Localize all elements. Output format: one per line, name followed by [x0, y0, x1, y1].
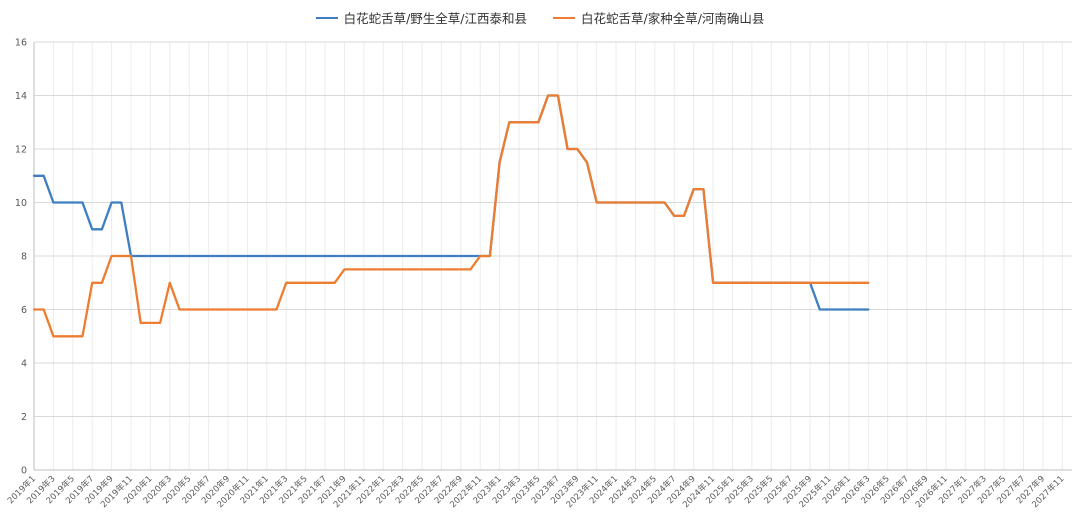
chart-legend: 白花蛇舌草/野生全草/江西泰和县 白花蛇舌草/家种全草/河南确山县 [0, 8, 1080, 27]
y-tick-label: 0 [21, 466, 27, 477]
y-tick-label: 6 [21, 305, 27, 316]
legend-item-wild: 白花蛇舌草/野生全草/江西泰和县 [315, 8, 527, 27]
y-tick-label: 12 [15, 145, 27, 156]
legend-swatch-line [553, 16, 575, 19]
y-tick-label: 8 [21, 252, 27, 263]
series-lines [32, 94, 870, 338]
y-axis-tick-labels: 0 2 4 6 8 10 12 14 16 [15, 38, 27, 477]
legend-label: 白花蛇舌草/家种全草/河南确山县 [581, 11, 765, 26]
series-line-1 [32, 94, 870, 338]
legend-swatch-line [315, 16, 338, 19]
legend-item-cultivated: 白花蛇舌草/家种全草/河南确山县 [553, 8, 764, 27]
axes [33, 42, 1072, 471]
x-axis-tick-labels: 2019年12019年32019年52019年72019年92019年11202… [5, 473, 1066, 510]
y-tick-label: 2 [21, 412, 27, 423]
y-tick-label: 10 [15, 198, 27, 209]
legend-label: 白花蛇舌草/野生全草/江西泰和县 [343, 11, 527, 26]
y-tick-label: 4 [21, 359, 27, 370]
y-tick-label: 14 [15, 91, 27, 102]
y-tick-label: 16 [15, 38, 27, 49]
